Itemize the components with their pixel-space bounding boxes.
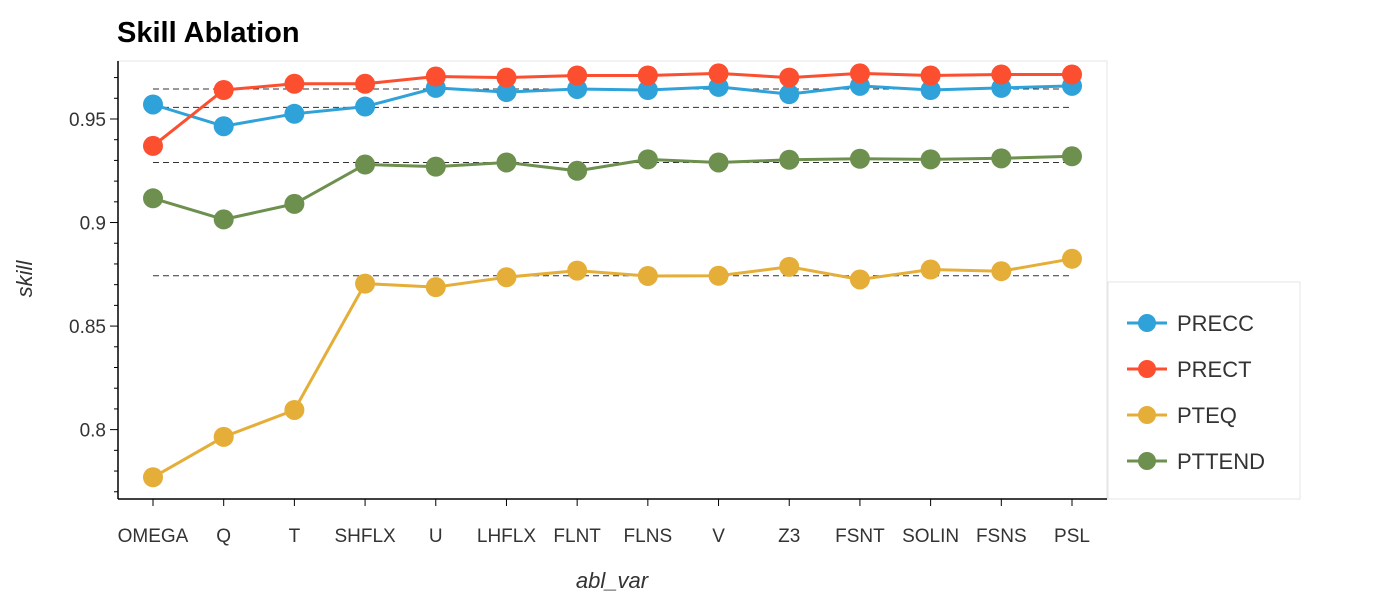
y-tick-label: 0.8 [80, 421, 106, 442]
legend-marker [1138, 452, 1156, 470]
x-tick-label: SOLIN [902, 526, 959, 547]
series-line [152, 154, 1073, 221]
legend-label: PTEQ [1177, 403, 1237, 428]
data-point [991, 261, 1012, 282]
data-point [496, 152, 517, 173]
data-point [708, 152, 729, 173]
data-point [425, 277, 446, 298]
series-line [152, 71, 1072, 148]
data-point [143, 135, 163, 156]
legend-marker [1138, 406, 1156, 424]
y-axis-label: skill [12, 260, 37, 298]
x-tick-label: FLNS [624, 526, 673, 547]
y-tick-label: 0.85 [69, 317, 106, 338]
series-pteq [143, 248, 1082, 488]
data-point [920, 149, 941, 170]
legend-marker [1138, 314, 1156, 332]
x-tick-label: LHFLX [477, 526, 536, 547]
data-point [143, 467, 163, 488]
data-point [779, 149, 800, 170]
data-point [355, 96, 376, 117]
data-point [143, 188, 163, 209]
legend-item-pteq: PTEQ [1127, 403, 1237, 428]
legend-label: PRECC [1177, 311, 1254, 336]
data-point [567, 65, 588, 86]
data-point [355, 273, 376, 294]
data-point [284, 103, 305, 124]
legend-label: PTTEND [1177, 449, 1265, 474]
legend-items: PRECC PRECT PTEQ PTTEND [1127, 311, 1265, 474]
y-tick-label: 0.95 [69, 110, 106, 131]
x-tick-label: T [289, 526, 301, 547]
data-point [779, 84, 800, 105]
data-point [355, 154, 376, 175]
y-tick-label: 0.9 [80, 214, 106, 235]
chart-title: Skill Ablation [117, 17, 300, 49]
data-point [991, 64, 1012, 85]
data-point [496, 67, 517, 88]
data-point [779, 67, 800, 88]
x-tick-label: PSL [1054, 526, 1090, 547]
data-point [849, 269, 870, 290]
data-point [920, 65, 941, 86]
data-point [567, 160, 588, 181]
series-line [152, 84, 1073, 128]
data-point [284, 73, 305, 94]
data-point [143, 94, 163, 115]
legend-label: PRECT [1177, 357, 1252, 382]
data-point [213, 426, 234, 447]
x-tick-label: OMEGA [118, 526, 189, 547]
data-point [213, 79, 234, 100]
x-axis-ticks: OMEGA Q T SHFLX U LHFLX FLNT FLNS V Z3 FSNT SOLIN FS… [118, 499, 1090, 547]
x-tick-label: U [429, 526, 443, 547]
legend-item-precc: PRECC [1127, 311, 1254, 336]
data-point [425, 66, 446, 87]
data-point [920, 259, 941, 280]
data-point [425, 156, 446, 177]
data-point [284, 193, 305, 214]
x-tick-label: Q [216, 526, 231, 547]
data-point [1062, 248, 1082, 269]
data-point [637, 65, 658, 86]
data-point [284, 399, 305, 420]
data-point [637, 149, 658, 170]
x-tick-label: V [712, 526, 725, 547]
series-line [152, 257, 1073, 479]
data-point [567, 260, 588, 281]
data-point [637, 79, 658, 100]
x-tick-label: FSNT [835, 526, 885, 547]
legend-item-pttend: PTTEND [1127, 449, 1265, 474]
legend-marker [1138, 360, 1156, 378]
x-tick-label: FSNS [976, 526, 1027, 547]
series-pttend [143, 146, 1082, 230]
data-point [920, 79, 941, 100]
data-point [708, 63, 729, 84]
data-point [355, 73, 376, 94]
data-point [849, 63, 870, 84]
data-point [708, 265, 729, 286]
data-point [1062, 146, 1082, 167]
y-axis-ticks: 0.8 0.85 0.9 0.95 [69, 77, 118, 493]
data-point [849, 148, 870, 169]
x-tick-label: SHFLX [334, 526, 396, 547]
x-axis-label: abl_var [576, 568, 650, 593]
x-tick-label: FLNT [553, 526, 601, 547]
data-point [496, 82, 517, 103]
data-point [991, 148, 1012, 169]
series-group [143, 63, 1082, 488]
data-point [213, 116, 234, 137]
data-point [213, 209, 234, 230]
legend-item-prect: PRECT [1127, 357, 1252, 382]
data-point [1062, 64, 1082, 85]
data-point [779, 256, 800, 277]
series-prect [143, 63, 1082, 156]
data-point [496, 267, 517, 288]
data-point [637, 265, 658, 286]
x-tick-label: Z3 [778, 526, 800, 547]
